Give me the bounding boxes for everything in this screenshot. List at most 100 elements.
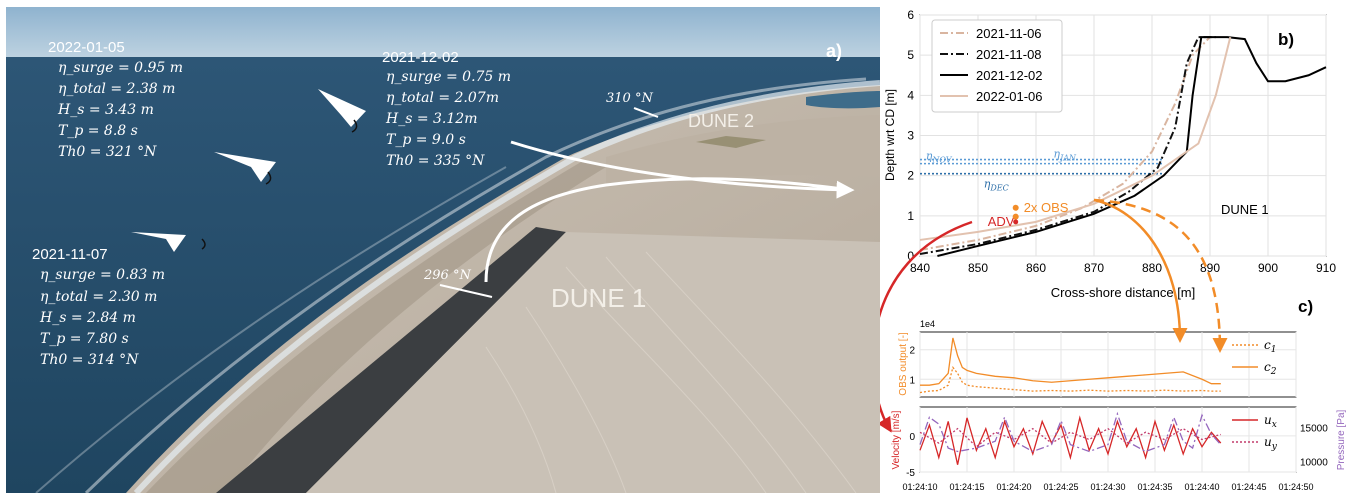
panel-label-c: c) xyxy=(1298,297,1313,316)
profile-line xyxy=(937,36,1327,257)
x-tick-label: 850 xyxy=(968,261,988,275)
x-tick-label: 910 xyxy=(1316,261,1336,275)
y-tick-label: 0 xyxy=(909,432,915,443)
x-tick-label: 880 xyxy=(1142,261,1162,275)
adv-marker xyxy=(1013,219,1019,225)
bearing-line-296 xyxy=(439,284,493,298)
legend-label: 2021-11-06 xyxy=(976,26,1042,41)
legend-label: 2021-12-02 xyxy=(976,68,1043,83)
bearing-label: 296 °N xyxy=(423,268,471,283)
dune-1-label: DUNE 1 xyxy=(551,283,646,313)
event-block: 2022-01-05 η_surge = 0.95 m η_total = 2.… xyxy=(48,39,183,160)
event-param: Th0 = 335 °N xyxy=(386,153,485,169)
event-param: H_s = 3.43 m xyxy=(57,102,154,118)
event-param: H_s = 2.84 m xyxy=(39,310,136,326)
curl-arrow-icon xyxy=(201,119,358,250)
tire-tracks xyxy=(485,251,857,493)
y-tick-label: -5 xyxy=(906,468,915,479)
time-tick-label: 01:24:45 xyxy=(1231,482,1266,492)
event-date: 2022-01-05 xyxy=(48,39,125,56)
panel-c-velocity-ylabel: Velocity [m/s] xyxy=(891,410,902,469)
surf-line xyxy=(35,166,507,493)
surf-line xyxy=(133,80,880,493)
legend-box xyxy=(931,19,1063,113)
event-param: η_surge = 0.75 m xyxy=(386,69,511,85)
time-tick-label: 01:24:20 xyxy=(996,482,1031,492)
pressure-line xyxy=(919,411,1222,453)
aerial-photo: 2022-01-05 η_surge = 0.95 m η_total = 2.… xyxy=(6,7,880,493)
time-tick-label: 01:24:50 xyxy=(1278,482,1313,492)
dune-annotation: DUNE 1 xyxy=(1221,202,1269,217)
y-right-tick-label: 15000 xyxy=(1300,424,1328,435)
time-tick-label: 01:24:40 xyxy=(1184,482,1219,492)
flow-arrow xyxy=(484,177,852,283)
velocity-line xyxy=(919,427,1221,448)
event-param: T_p = 7.80 s xyxy=(40,331,129,347)
dune-2 xyxy=(606,115,880,187)
event-block: 2021-11-07 η_surge = 0.83 m η_total = 2.… xyxy=(32,246,165,368)
profile-line xyxy=(919,36,1216,255)
adv-label: ADV xyxy=(988,214,1015,229)
obs-marker xyxy=(1012,204,1019,211)
panel-c-time-ticks: 01:24:10 01:24:15 01:24:20 01:24:25 01:24:30… xyxy=(902,482,1313,492)
velocity-line xyxy=(919,415,1222,465)
y-tick-label: 6 xyxy=(907,8,914,22)
event-param: η_surge = 0.83 m xyxy=(40,267,165,283)
panel-b-xlabel: Cross-shore distance [m] xyxy=(1051,285,1196,300)
wet-sand xyxy=(146,162,606,493)
panel-label-b: b) xyxy=(1278,30,1294,49)
panel-c-pressure-ylabel: Pressure [Pa] xyxy=(1336,409,1347,470)
figure-svg: ηNOVηJANηDEC 840850860870880890900910012… xyxy=(871,8,1347,492)
wave-direction-icon xyxy=(131,89,366,252)
panel-c-obs-series xyxy=(919,337,1221,394)
event-param: T_p = 9.0 s xyxy=(386,132,466,148)
obs-label: 2x OBS xyxy=(1024,200,1069,215)
event-param: η_total = 2.38 m xyxy=(58,81,175,97)
vegetation xyxy=(696,136,766,148)
y-tick-label: 1 xyxy=(907,209,914,223)
event-param: H_s = 3.12m xyxy=(385,111,477,127)
obs-connector-arrow-dashed xyxy=(1093,198,1228,353)
panel-b-legend: 2021-11-06 2021-11-08 2021-12-02 2022-01-06 xyxy=(931,19,1063,113)
bearing-label: 310 °N xyxy=(606,91,653,106)
panel-label-a: a) xyxy=(826,41,842,61)
x-tick-label: 900 xyxy=(1258,261,1278,275)
legend-label: 2021-11-08 xyxy=(976,47,1042,62)
event-param: Th0 = 314 °N xyxy=(40,352,139,368)
lagoon xyxy=(806,91,880,109)
surf-line xyxy=(84,77,867,493)
obs-line xyxy=(919,366,1221,394)
flow-arrow xyxy=(510,140,855,199)
aerial-photo-panel: 2022-01-05 η_surge = 0.95 m η_total = 2.… xyxy=(6,7,880,493)
legend-label: 2022-01-06 xyxy=(976,89,1043,104)
y-tick-label: 2 xyxy=(909,346,915,357)
dune-1-top xyxy=(306,232,880,493)
event-date: 2021-12-02 xyxy=(382,49,459,66)
x-tick-label: 870 xyxy=(1084,261,1104,275)
panel-b-series xyxy=(919,36,1327,257)
profile-line xyxy=(919,36,1232,241)
x-tick-label: 840 xyxy=(910,261,930,275)
dune-2-label: DUNE 2 xyxy=(688,111,754,131)
time-tick-label: 01:24:30 xyxy=(1090,482,1125,492)
event-block: 2021-12-02 η_surge = 0.75 m η_total = 2.… xyxy=(382,49,511,169)
y-tick-label: 1 xyxy=(909,375,915,386)
event-param: η_surge = 0.95 m xyxy=(58,60,183,76)
obs-multiplier: 1e4 xyxy=(920,319,935,329)
panel-b-ylabel: Depth wrt CD [m] xyxy=(883,89,897,181)
y-tick-label: 0 xyxy=(907,249,914,263)
bearing-line-310 xyxy=(633,107,659,118)
event-param: T_p = 8.8 s xyxy=(58,123,138,139)
y-tick-label: 3 xyxy=(907,129,914,143)
x-tick-label: 860 xyxy=(1026,261,1046,275)
event-param: η_total = 2.07m xyxy=(386,90,499,106)
event-param: Th0 = 321 °N xyxy=(58,144,157,160)
y-tick-label: 4 xyxy=(907,88,914,102)
obs-line xyxy=(920,337,1221,386)
panel-c-obs-grid: 12 xyxy=(909,332,1297,397)
time-tick-label: 01:24:25 xyxy=(1043,482,1078,492)
y-tick-label: 5 xyxy=(907,48,914,62)
obs-marker xyxy=(1012,213,1019,220)
event-param: η_total = 2.30 m xyxy=(40,289,157,305)
